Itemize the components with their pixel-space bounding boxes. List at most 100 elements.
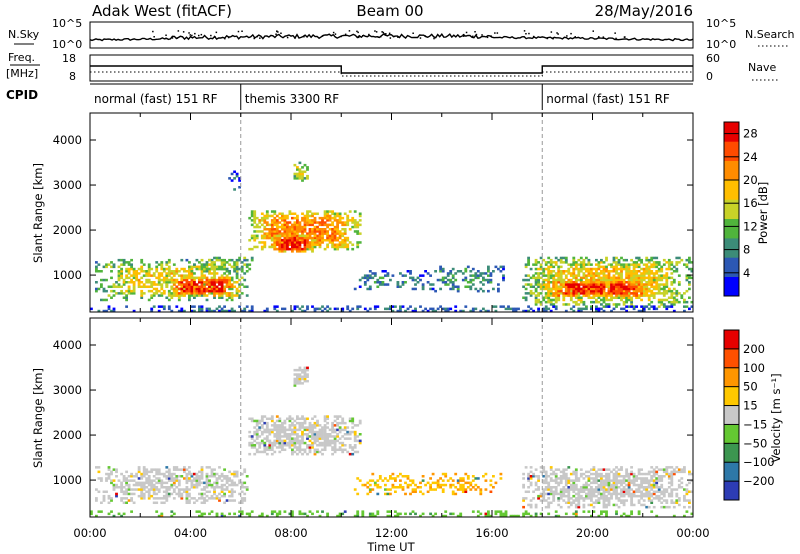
heatmap-cell: [338, 415, 342, 418]
heatmap-cell: [255, 437, 259, 440]
heatmap-cell: [313, 234, 317, 238]
heatmap-cell: [188, 274, 191, 277]
heatmap-cell: [690, 305, 694, 308]
heatmap-cell: [660, 283, 664, 286]
heatmap-cell: [569, 292, 573, 295]
heatmap-cell: [647, 296, 651, 300]
heatmap-cell: [577, 285, 581, 289]
heatmap-cell: [590, 492, 593, 496]
heatmap-cell: [268, 214, 272, 218]
heatmap-cell: [223, 267, 227, 271]
heatmap-cell: [574, 492, 578, 496]
heatmap-cell: [534, 505, 538, 509]
heatmap-cell: [547, 276, 551, 280]
heatmap-cell: [107, 475, 111, 478]
heatmap-cell: [585, 307, 588, 311]
heatmap-cell: [471, 479, 475, 482]
heatmap-cell: [587, 492, 591, 496]
heatmap-cell: [293, 232, 297, 235]
heatmap-cell: [112, 468, 116, 471]
heatmap-cell: [127, 475, 131, 478]
heatmap-cell: [323, 228, 327, 231]
heatmap-cell: [373, 483, 377, 487]
heatmap-cell: [293, 450, 297, 454]
heatmap-cell: [100, 501, 103, 505]
heatmap-cell: [426, 281, 430, 284]
heatmap-cell: [652, 265, 656, 269]
heatmap-cell: [456, 287, 460, 291]
heatmap-cell: [534, 488, 538, 491]
heatmap-cell: [331, 236, 335, 240]
heatmap-cell: [640, 274, 644, 277]
heatmap-cell: [647, 486, 651, 489]
heatmap-cell: [685, 499, 689, 502]
heatmap-cell: [675, 492, 679, 496]
heatmap-cell: [250, 236, 254, 240]
heatmap-cell: [454, 305, 458, 308]
heatmap-cell: [218, 292, 221, 295]
heatmap-cell: [213, 285, 216, 289]
heatmap-cell: [125, 490, 129, 494]
heatmap-cell: [476, 477, 480, 480]
heatmap-cell: [384, 307, 387, 311]
nsearch-point: [381, 31, 383, 33]
heatmap-cell: [542, 475, 546, 478]
heatmap-cell: [296, 433, 299, 436]
heatmap-cell: [348, 437, 352, 440]
heatmap-cell: [200, 272, 204, 275]
heatmap-cell: [318, 444, 322, 447]
nsearch-point: [165, 37, 167, 40]
heatmap-cell: [293, 307, 297, 311]
heatmap-cell: [600, 289, 603, 293]
heatmap-cell: [499, 477, 503, 480]
heatmap-cell: [386, 272, 390, 275]
heatmap-cell: [610, 292, 613, 295]
heatmap-cell: [250, 307, 254, 311]
heatmap-cell: [273, 441, 277, 445]
heatmap-cell: [306, 444, 309, 447]
heatmap-cell: [645, 283, 649, 286]
heatmap-cell: [273, 307, 277, 311]
heatmap-cell: [140, 267, 144, 271]
heatmap-cell: [303, 221, 307, 224]
heatmap-cell: [188, 283, 191, 286]
heatmap-cell: [268, 417, 272, 421]
heatmap-cell: [670, 294, 674, 297]
heatmap-cell: [175, 475, 179, 478]
nsearch-point: [275, 33, 277, 35]
heatmap-cell: [612, 481, 616, 485]
heatmap-cell: [600, 479, 603, 482]
heatmap-cell: [283, 441, 287, 445]
heatmap-cell: [205, 479, 209, 482]
heatmap-cell: [657, 475, 661, 478]
heatmap-cell: [431, 488, 435, 491]
heatmap-cell: [183, 287, 186, 291]
heatmap-cell: [147, 470, 151, 474]
heatmap-cell: [162, 486, 166, 489]
heatmap-cell: [112, 309, 116, 313]
heatmap-cell: [142, 263, 146, 266]
heatmap-cell: [286, 444, 289, 447]
heatmap-cell: [680, 477, 684, 480]
heatmap-cell: [650, 278, 654, 282]
heatmap-cell: [301, 415, 304, 418]
heatmap-cell: [316, 212, 319, 216]
heatmap-cell: [250, 212, 254, 216]
heatmap-cell: [665, 274, 669, 277]
heatmap-cell: [137, 488, 141, 491]
heatmap-cell: [366, 287, 370, 291]
heatmap-cell: [569, 274, 573, 277]
heatmap-cell: [386, 488, 390, 491]
heatmap-cell: [278, 225, 282, 229]
heatmap-cell: [617, 272, 621, 275]
heatmap-cell: [537, 261, 541, 264]
heatmap-cell: [286, 437, 289, 440]
heatmap-cell: [640, 481, 644, 485]
heatmap-cell: [250, 234, 254, 238]
heatmap-cell: [150, 479, 154, 482]
heatmap-cell: [341, 232, 345, 235]
heatmap-cell: [291, 243, 294, 247]
heatmap-cell: [582, 294, 586, 297]
heatmap-cell: [534, 512, 538, 516]
heatmap-cell: [240, 472, 244, 476]
